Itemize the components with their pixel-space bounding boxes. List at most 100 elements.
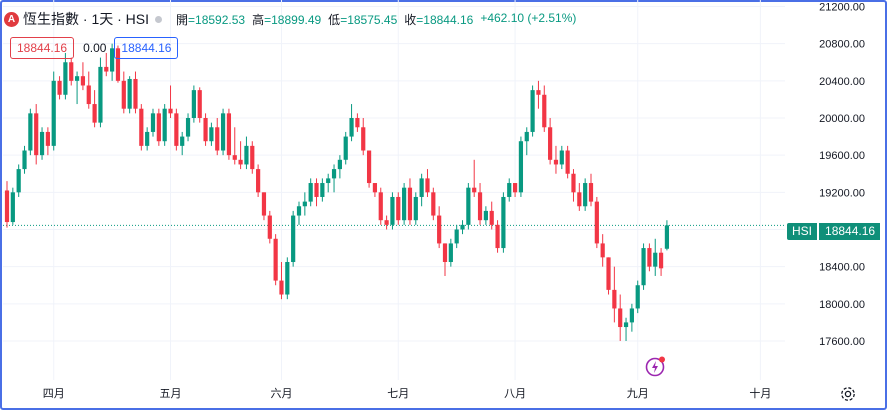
candle-body <box>530 90 535 132</box>
candle <box>629 303 634 332</box>
time-tick-label: 九月 <box>627 387 649 400</box>
candle <box>442 243 448 276</box>
candle-body <box>104 66 109 72</box>
candle-body <box>110 48 115 72</box>
candle-body <box>518 141 524 193</box>
candle <box>349 104 354 142</box>
candle-body <box>127 78 132 109</box>
candle <box>396 192 401 225</box>
buy-button[interactable]: 18844.16 <box>114 37 179 59</box>
candle-body <box>238 159 243 165</box>
candle-body <box>185 117 191 137</box>
candle <box>302 192 307 216</box>
candle-body <box>16 169 21 193</box>
candle-body <box>507 183 512 197</box>
flash-icon[interactable] <box>645 355 667 377</box>
candle-body <box>220 113 226 151</box>
price-tick-label: 21200.00 <box>819 2 865 14</box>
candle-body <box>542 94 547 128</box>
candle <box>565 145 570 179</box>
candle <box>600 234 605 267</box>
candle <box>402 183 407 225</box>
candle-body <box>302 201 307 207</box>
candle-body <box>191 90 196 118</box>
candle-body <box>203 117 208 142</box>
candle-body <box>244 145 249 165</box>
candle-body <box>419 178 424 197</box>
candle <box>92 90 97 128</box>
time-tick-label: 七月 <box>387 387 409 400</box>
candle <box>98 57 103 128</box>
spread-value: 0.00 <box>83 41 107 55</box>
candle <box>34 104 39 165</box>
candle-body <box>483 210 488 221</box>
sell-button[interactable]: 18844.16 <box>10 37 75 59</box>
candle <box>63 52 68 100</box>
chart-grid <box>3 0 785 380</box>
open-value: =18592.53 <box>188 12 246 27</box>
candle <box>501 192 506 253</box>
candle <box>244 136 249 170</box>
candle <box>4 181 10 228</box>
candle <box>104 52 109 77</box>
candle-body <box>407 187 413 221</box>
candle-body <box>267 215 272 239</box>
candle <box>232 127 237 165</box>
candle <box>16 164 21 197</box>
candle-body <box>22 150 27 170</box>
low-value: =18575.45 <box>340 12 398 27</box>
symbol-logo-icon[interactable]: A <box>4 11 19 27</box>
time-tick-label: 六月 <box>270 387 292 400</box>
symbol-title[interactable]: 恆生指數 · 1天 · HSI <box>23 11 150 27</box>
candle-body <box>361 127 366 151</box>
candle-body <box>583 183 588 207</box>
candle <box>384 215 389 230</box>
candle <box>51 71 56 151</box>
market-status-icon[interactable] <box>155 15 163 23</box>
gear-icon[interactable] <box>839 385 857 403</box>
candle <box>168 85 173 118</box>
time-tick-label: 四月 <box>43 388 65 400</box>
candle <box>530 85 535 137</box>
candle-body <box>156 113 161 142</box>
candle-body <box>4 190 10 223</box>
candle-body <box>115 48 121 81</box>
price-tick-label: 20400.00 <box>819 76 865 88</box>
candle <box>548 117 553 165</box>
candle-body <box>437 215 442 244</box>
candle-body <box>536 90 541 95</box>
price-tick-label: 17600.00 <box>819 336 865 348</box>
candle-body <box>232 155 237 160</box>
candle-body <box>612 289 617 309</box>
high-value: =18899.49 <box>264 12 322 27</box>
candle-body <box>139 108 144 146</box>
candle-body <box>121 80 126 109</box>
candle-body <box>45 131 50 146</box>
change-value: +462.10 (+2.51%) <box>480 10 577 25</box>
candle-body <box>34 113 39 156</box>
ohlc-legend: 開=18592.53 高=18899.49 低=18575.45 收=18844… <box>176 11 576 28</box>
candle <box>127 76 132 114</box>
candle-body <box>150 113 156 132</box>
candle <box>588 173 594 207</box>
candle <box>115 45 121 83</box>
candle-body <box>162 108 167 142</box>
price-tick-label: 18400.00 <box>819 262 865 274</box>
candle-body <box>413 196 418 221</box>
candle-body <box>57 80 62 95</box>
time-tick-label: 八月 <box>504 388 526 400</box>
candle-body <box>74 76 80 81</box>
candle <box>133 71 138 114</box>
candle-body <box>98 66 103 123</box>
candle-body <box>442 243 448 263</box>
order-panel: 18844.16 0.00 18844.16 <box>10 37 179 59</box>
price-tick-label: 20800.00 <box>819 39 865 51</box>
candle-body <box>565 150 570 174</box>
candle <box>466 183 471 230</box>
candle <box>366 150 372 188</box>
candle <box>174 108 179 151</box>
candle <box>559 145 564 170</box>
candle-body <box>378 192 383 221</box>
